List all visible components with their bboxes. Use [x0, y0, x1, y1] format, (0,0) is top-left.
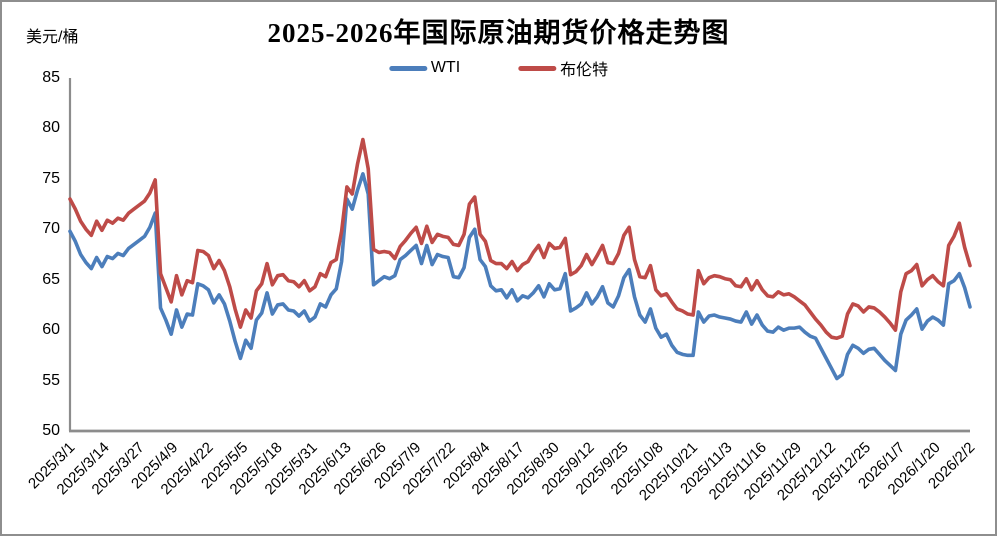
y-tick-label-60: 60: [42, 321, 60, 339]
y-axis-unit-label: 美元/桶: [26, 29, 79, 46]
legend-label-wti: WTI: [430, 59, 461, 76]
wti-line-series: [68, 172, 972, 381]
y-tick-label-55: 55: [42, 371, 60, 389]
wti-line-swatch-icon: [388, 65, 427, 71]
y-tick-label-80: 80: [42, 119, 60, 137]
brent-line-swatch-icon: [518, 65, 557, 71]
legend-item-wti: WTI: [388, 59, 461, 77]
y-tick-label-65: 65: [42, 270, 60, 288]
legend: WTI 布伦特: [388, 56, 608, 80]
legend-label-brent: 布伦特: [560, 62, 609, 79]
y-tick-label-70: 70: [42, 220, 60, 238]
y-tick-label-50: 50: [42, 422, 60, 439]
y-tick-label-85: 85: [42, 69, 60, 86]
chart-title: 2025-2026年国际原油期货价格走势图: [267, 18, 730, 48]
y-tick-label-75: 75: [42, 169, 60, 187]
legend-item-brent: 布伦特: [518, 56, 608, 80]
brent-line-series: [68, 137, 972, 341]
